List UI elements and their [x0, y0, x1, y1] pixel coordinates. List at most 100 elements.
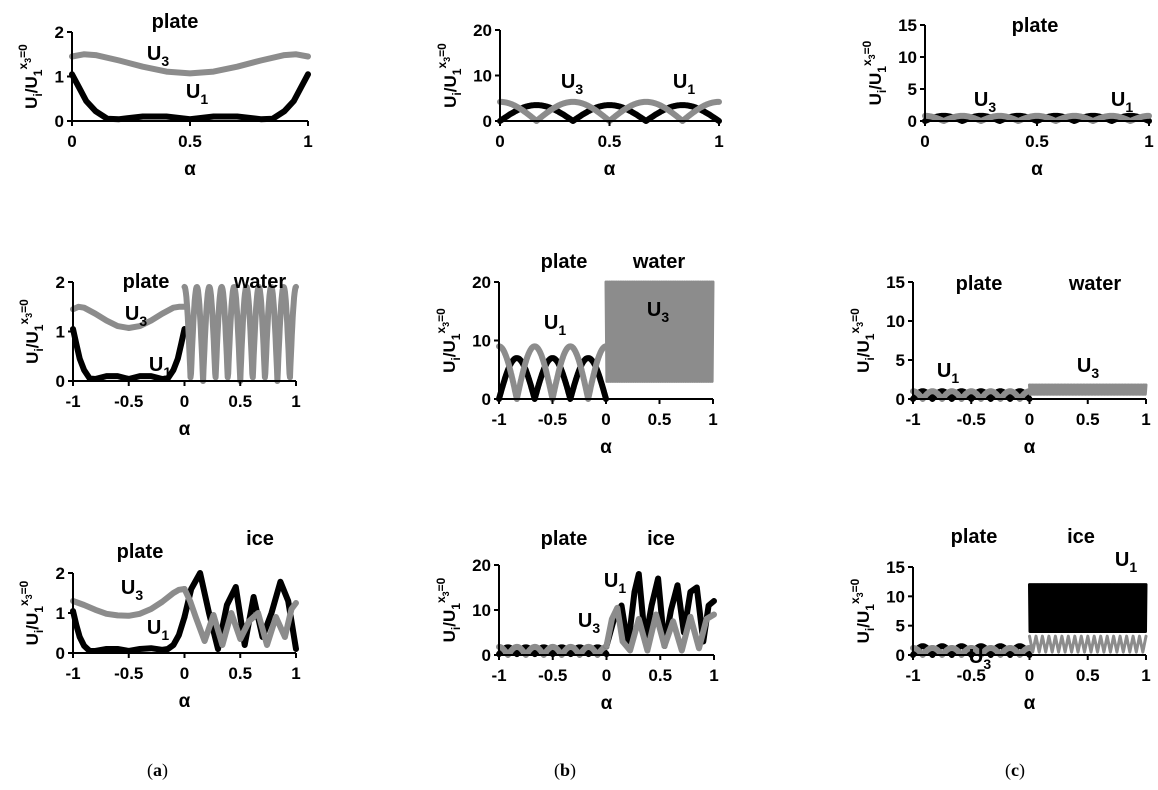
y-tick-label: 10: [473, 67, 492, 86]
series-c3-2: [1028, 583, 1148, 633]
x-tick-label: 0: [601, 410, 610, 429]
x-axis-label: α: [1024, 693, 1036, 714]
y-tick-label: 0: [483, 112, 492, 131]
series-b2-1: [496, 343, 609, 402]
x-tick-label: 0: [602, 666, 611, 685]
series-b1-0: [497, 102, 722, 124]
x-axis-label: α: [179, 691, 191, 712]
series-b2-2: [604, 280, 715, 383]
panel-b1: 0 10 20 0 0.5 1 α Ui/U1x3=0 U3 U1: [435, 21, 724, 180]
y-tick-label: 0: [896, 390, 905, 409]
label-c2-3: U3: [1077, 355, 1099, 381]
x-tick-label: 1: [1141, 410, 1150, 429]
x-tick-label: 0.5: [598, 132, 622, 151]
label-a3-3: U1: [147, 617, 169, 643]
y-tick-label: 5: [908, 80, 917, 99]
y-tick-label: 1: [56, 604, 65, 623]
x-tick-label: 0.5: [1076, 666, 1100, 685]
series-a1-1: [69, 71, 311, 123]
series-c3-1: [910, 645, 1033, 658]
label-a1-1: U3: [147, 43, 169, 69]
y-tick-label: 10: [898, 48, 917, 67]
x-tick-label: -0.5: [957, 410, 986, 429]
x-tick-label: 0: [1025, 666, 1034, 685]
series-b2-0: [496, 355, 609, 402]
x-tick-label: 0.5: [228, 664, 252, 683]
y-tick-label: 5: [896, 617, 905, 636]
y-tick-label: 15: [898, 16, 917, 35]
x-tick-label: -0.5: [957, 666, 986, 685]
label-c2-0: plate: [956, 273, 1003, 295]
y-tick-label: 0: [56, 644, 65, 663]
x-tick-label: 0: [495, 132, 504, 151]
x-tick-label: 0: [67, 132, 76, 151]
x-tick-label: 1: [709, 666, 718, 685]
x-tick-label: 0.5: [178, 132, 202, 151]
x-tick-label: -0.5: [538, 410, 567, 429]
series-b3-1: [496, 643, 610, 658]
x-tick-label: 1: [708, 410, 717, 429]
label-b2-0: plate: [541, 251, 588, 273]
svg-text:Ui/U1x3=0: Ui/U1x3=0: [17, 299, 46, 364]
x-axis-label: α: [601, 693, 613, 714]
series-a1-0: [69, 51, 311, 77]
series-c2-2: [1028, 383, 1148, 396]
label-c1-2: U1: [1111, 89, 1133, 115]
label-b2-2: U1: [544, 312, 566, 338]
series-a3-0: [70, 586, 188, 619]
label-b1-1: U1: [673, 71, 695, 97]
series-c2-1: [910, 388, 1033, 402]
panel-c1: 0 5 10 15 0 0.5 1 α Ui/U1x3=0 plate U3 U1: [860, 15, 1154, 180]
svg-text:Ui/U1x3=0: Ui/U1x3=0: [848, 308, 877, 373]
series-c3-3: [1028, 634, 1148, 654]
series-b3-2: [603, 571, 717, 649]
series-c1-1: [922, 112, 1152, 124]
x-tick-label: 0.5: [1076, 410, 1100, 429]
svg-text:Ui/U1x3=0: Ui/U1x3=0: [434, 577, 463, 642]
y-axis-label: Ui/U1x3=0: [434, 577, 463, 642]
y-axis-label: Ui/U1x3=0: [17, 299, 46, 364]
x-tick-label: -1: [905, 410, 920, 429]
x-axis-label: α: [184, 159, 196, 180]
panel-c2: 0 5 10 15 -1 -0.5 0 0.5 1 α Ui/U1x3=0 plate water U1 U…: [848, 273, 1151, 458]
y-tick-label: 15: [886, 558, 905, 577]
x-tick-label: -0.5: [538, 666, 567, 685]
panel-c3: 0 5 10 15 -1 -0.5 0 0.5 1 α Ui/U1x3=0 plate ice U3 U1: [848, 526, 1151, 714]
label-c1-0: plate: [1012, 15, 1059, 37]
y-tick-label: 0: [482, 646, 491, 665]
series-b3-3: [603, 604, 717, 654]
label-a2-0: plate: [123, 271, 170, 293]
y-tick-label: 20: [473, 21, 492, 40]
svg-text:Ui/U1x3=0: Ui/U1x3=0: [16, 44, 45, 109]
x-tick-label: 0: [1025, 410, 1034, 429]
x-axis-label: α: [1031, 159, 1043, 180]
x-tick-label: 1: [291, 392, 300, 411]
y-axis-label: Ui/U1x3=0: [860, 40, 889, 105]
svg-text:Ui/U1x3=0: Ui/U1x3=0: [17, 580, 46, 645]
x-tick-label: -1: [491, 410, 506, 429]
label-c2-1: water: [1068, 273, 1121, 295]
label-a1-0: plate: [152, 11, 199, 33]
x-axis-label: α: [1024, 437, 1036, 458]
y-tick-label: 1: [56, 323, 65, 342]
x-tick-label: -0.5: [114, 392, 143, 411]
svg-text:Ui/U1x3=0: Ui/U1x3=0: [860, 40, 889, 105]
caption-a: (a): [147, 760, 168, 780]
label-b1-0: U3: [561, 71, 583, 97]
label-a2-3: U1: [149, 354, 171, 380]
y-tick-label: 0: [55, 112, 64, 131]
y-tick-label: 10: [886, 312, 905, 331]
label-a3-1: ice: [246, 528, 274, 550]
label-b3-2: U1: [604, 570, 626, 596]
y-axis-label: Ui/U1x3=0: [848, 578, 877, 643]
label-c2-2: U1: [937, 360, 959, 386]
label-c3-2: U3: [969, 646, 991, 672]
label-a1-2: U1: [186, 81, 208, 107]
series-a2-0: [70, 303, 188, 331]
x-tick-label: -1: [65, 392, 80, 411]
label-c3-3: U1: [1115, 549, 1137, 575]
y-tick-label: 2: [56, 273, 65, 292]
x-tick-label: -1: [905, 666, 920, 685]
